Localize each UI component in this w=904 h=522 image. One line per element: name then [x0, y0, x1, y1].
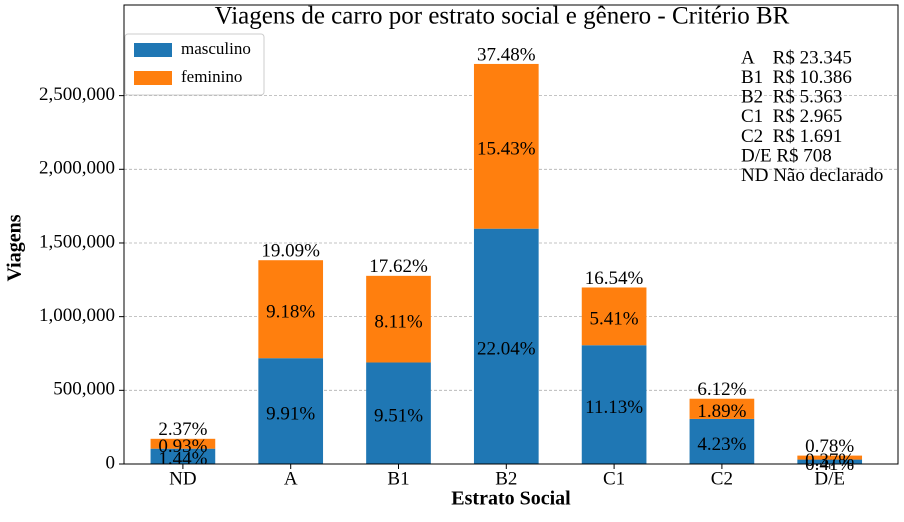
bar-segment: [797, 455, 863, 460]
bar-segment: [258, 358, 324, 464]
total-label: 37.48%: [477, 44, 536, 65]
legend-swatch: [134, 71, 172, 85]
bar-segment: [258, 260, 324, 359]
annotation: B1 R$ 10.386: [741, 67, 852, 88]
y-tick-label: 500,000: [53, 379, 115, 400]
share-label: 0.37%: [805, 450, 854, 471]
bar-segment: [581, 345, 647, 464]
y-tick-label: 2,000,000: [39, 158, 115, 179]
plot-frame: [123, 4, 899, 465]
bar-segment: [366, 362, 431, 464]
x-tick-label: B1: [387, 468, 409, 489]
x-tick-label: B2: [495, 468, 517, 489]
share-label: 11.13%: [585, 397, 643, 418]
annotation: ND Não declarado: [741, 165, 883, 186]
bar-segment: [150, 448, 216, 464]
chart-title: Viagens de carro por estrato social e gê…: [215, 3, 790, 30]
y-tick-label: 2,500,000: [39, 84, 115, 105]
total-label: 16.54%: [585, 268, 644, 289]
y-tick-label: 0: [106, 452, 116, 473]
share-label: 0.93%: [158, 436, 207, 457]
bar-segment: [797, 459, 863, 464]
bar-segment: [689, 418, 755, 464]
share-label: 8.11%: [374, 312, 423, 333]
bar-segment: [366, 275, 431, 363]
legend-label: masculino: [181, 39, 251, 58]
annotation: A R$ 23.345: [741, 47, 852, 68]
x-tick-label: A: [284, 468, 298, 489]
annotation: B2 R$ 5.363: [741, 87, 842, 108]
bar-segment: [473, 228, 539, 464]
total-label: 6.12%: [697, 379, 746, 400]
total-label: 19.09%: [261, 241, 320, 262]
bar-segment: [150, 438, 216, 449]
x-axis-label: Estrato Social: [451, 488, 571, 510]
share-label: 5.41%: [590, 309, 639, 330]
share-label: 15.43%: [477, 139, 536, 160]
y-axis-label: Viagens: [4, 214, 26, 281]
y-tick-label: 1,500,000: [39, 231, 115, 252]
bar-segment: [473, 63, 539, 229]
share-label: 22.04%: [477, 339, 536, 360]
y-tick-label: 1,000,000: [39, 305, 115, 326]
total-label: 17.62%: [369, 256, 428, 277]
total-label: 0.78%: [805, 436, 854, 457]
share-label: 9.18%: [266, 302, 315, 323]
total-label: 2.37%: [158, 419, 207, 440]
share-label: 4.23%: [697, 434, 746, 455]
share-label: 1.89%: [697, 401, 746, 422]
x-tick-label: C2: [711, 468, 733, 489]
annotation: C2 R$ 1.691: [741, 126, 842, 147]
x-tick-label: D/E: [814, 468, 845, 489]
annotation: C1 R$ 2.965: [741, 106, 842, 127]
x-tick-label: C1: [603, 468, 625, 489]
legend-swatch: [134, 43, 172, 57]
share-label: 9.91%: [266, 403, 315, 424]
legend-label: feminino: [181, 67, 242, 86]
annotation: D/E R$ 708: [741, 145, 832, 166]
x-tick-label: ND: [169, 468, 196, 489]
bar-segment: [689, 398, 755, 419]
bar-segment: [581, 287, 647, 346]
share-label: 9.51%: [374, 406, 423, 427]
